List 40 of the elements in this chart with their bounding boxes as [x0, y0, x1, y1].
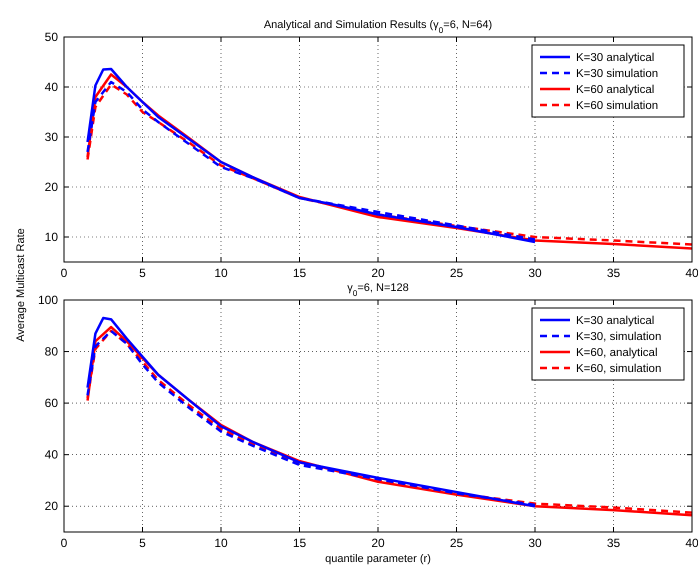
legend-label: K=60 analytical [576, 84, 654, 96]
legend-label: K=30 analytical [576, 52, 654, 64]
legend-label: K=30 simulation [576, 68, 658, 80]
y-tick-label: 50 [44, 30, 58, 44]
chart-title: Analytical and Simulation Results (γ$_{0}$=6, N=64) [264, 19, 492, 34]
x-tick-label: 25 [450, 536, 464, 550]
x-tick-label: 10 [214, 536, 228, 550]
y-tick-label: 40 [44, 80, 58, 94]
x-tick-label: 20 [371, 266, 385, 280]
y-tick-label: 10 [44, 230, 58, 244]
x-tick-label: 5 [139, 536, 146, 550]
y-tick-label: 40 [44, 448, 58, 462]
x-tick-label: 15 [292, 536, 306, 550]
x-axis-title: quantile parameter (r) [325, 553, 431, 565]
y-tick-label: 30 [44, 130, 58, 144]
x-tick-label: 30 [528, 266, 542, 280]
x-tick-label: 5 [139, 266, 146, 280]
legend-label: K=30 analytical [576, 315, 654, 327]
y-tick-label: 60 [44, 396, 58, 410]
x-tick-label: 25 [450, 266, 464, 280]
x-tick-label: 40 [685, 266, 698, 280]
legend-label: K=60 simulation [576, 100, 658, 112]
x-tick-label: 0 [60, 266, 68, 280]
legend-label: K=60, simulation [576, 363, 662, 375]
y-tick-label: 20 [44, 499, 58, 514]
y-axis-title: Average Multicast Rate [15, 228, 27, 342]
x-tick-label: 30 [528, 536, 542, 550]
x-tick-label: 10 [214, 266, 228, 280]
y-tick-label: 100 [38, 293, 58, 307]
x-tick-label: 0 [60, 536, 68, 550]
x-tick-label: 15 [292, 266, 306, 280]
y-tick-label: 20 [44, 180, 58, 194]
x-tick-label: 35 [606, 266, 620, 280]
legend-label: K=30, simulation [576, 331, 662, 343]
x-tick-label: 20 [371, 536, 385, 550]
x-tick-label: 40 [685, 536, 698, 550]
y-tick-label: 80 [44, 344, 58, 359]
chart-title: γ$_{0}$=6, N=128 [347, 282, 409, 298]
legend-label: K=60, analytical [576, 347, 658, 359]
x-tick-label: 35 [606, 536, 620, 550]
